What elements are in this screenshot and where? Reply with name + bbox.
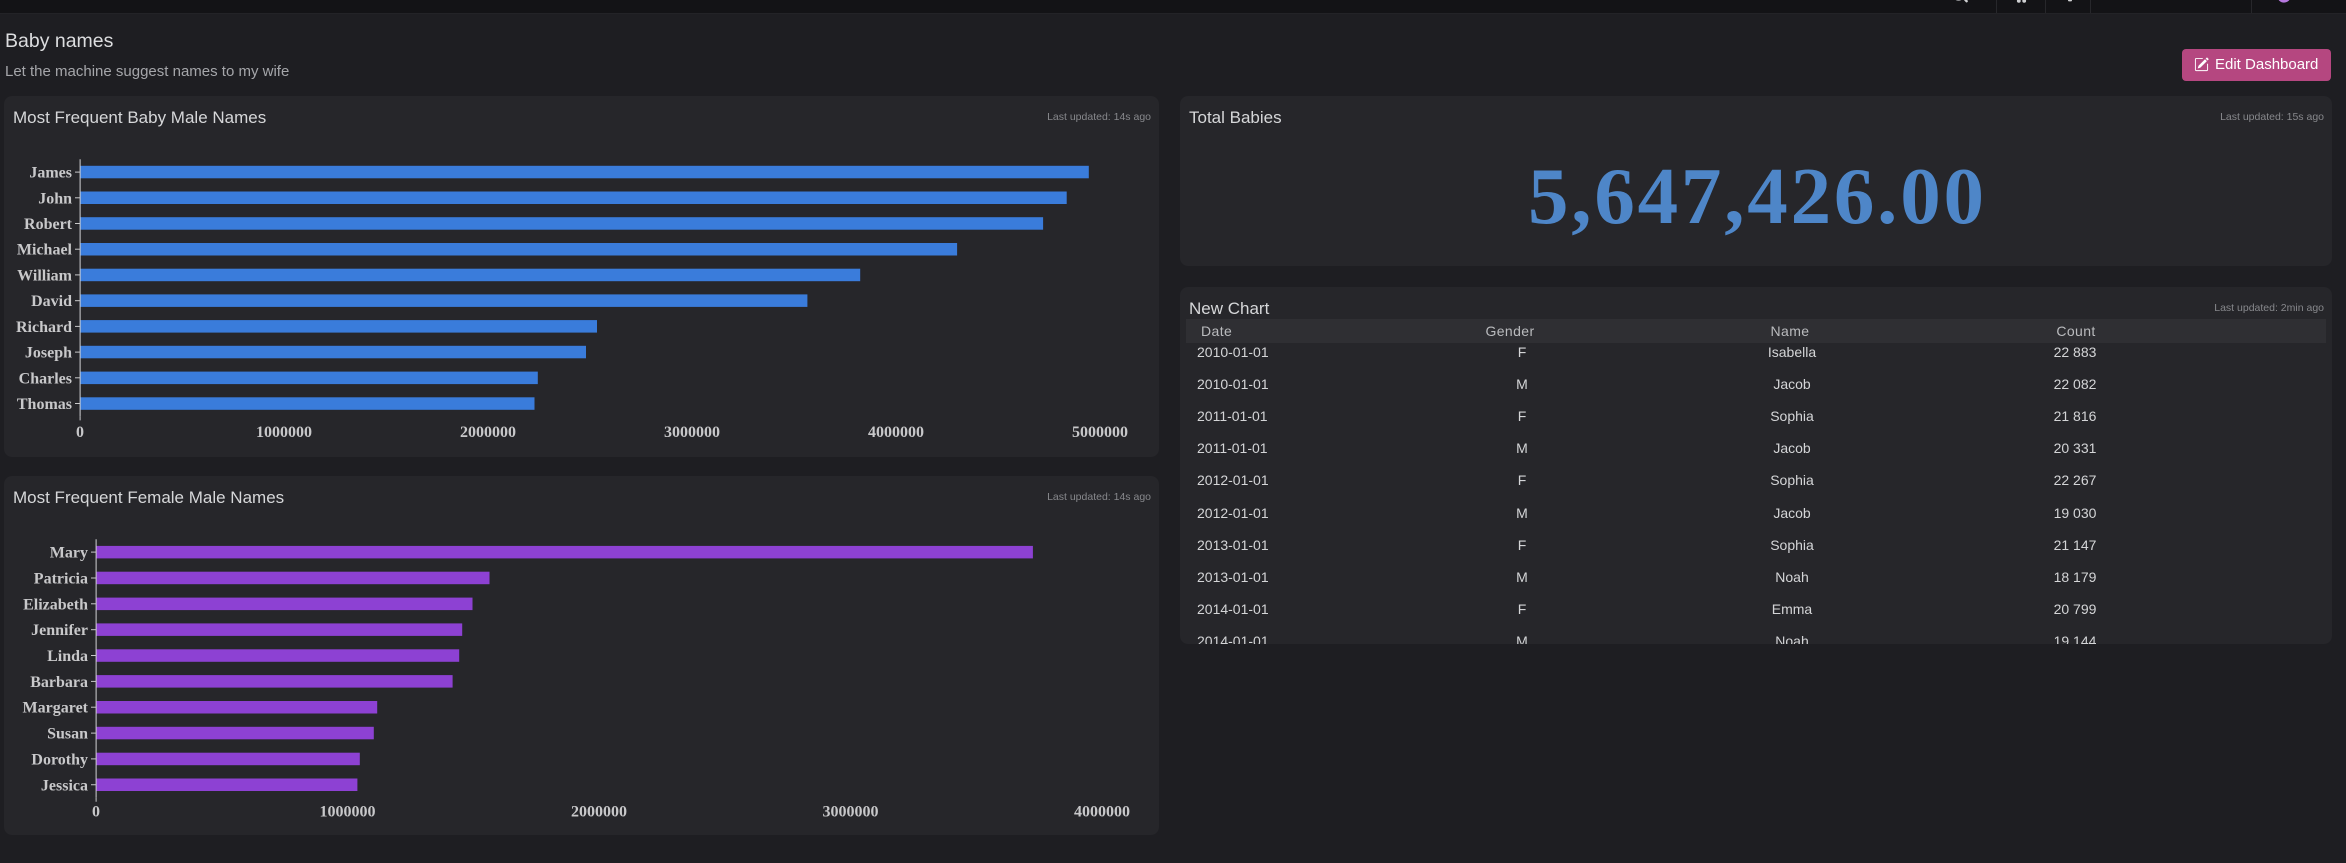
svg-text:4000000: 4000000 [868, 424, 924, 441]
svg-text:Dorothy: Dorothy [31, 751, 88, 768]
svg-text:Michael: Michael [17, 242, 73, 259]
svg-text:Linda: Linda [47, 648, 88, 665]
svg-text:Charles: Charles [19, 370, 72, 387]
svg-text:1000000: 1000000 [256, 424, 312, 441]
svg-text:William: William [17, 267, 72, 284]
svg-text:0: 0 [92, 804, 100, 821]
svg-text:David: David [31, 293, 72, 310]
svg-text:Jessica: Jessica [41, 777, 88, 794]
svg-text:4000000: 4000000 [1074, 804, 1130, 821]
svg-text:Thomas: Thomas [17, 396, 72, 413]
svg-text:2000000: 2000000 [571, 804, 627, 821]
svg-text:Patricia: Patricia [34, 571, 88, 588]
svg-text:Mary: Mary [50, 545, 88, 562]
svg-text:3000000: 3000000 [664, 424, 720, 441]
svg-text:Elizabeth: Elizabeth [23, 596, 88, 613]
svg-text:5000000: 5000000 [1072, 424, 1128, 441]
svg-text:Margaret: Margaret [23, 700, 89, 717]
svg-text:Susan: Susan [47, 726, 88, 743]
svg-text:2000000: 2000000 [460, 424, 516, 441]
svg-text:1000000: 1000000 [320, 804, 376, 821]
svg-text:3000000: 3000000 [823, 804, 879, 821]
svg-text:James: James [29, 165, 72, 182]
svg-text:Jennifer: Jennifer [31, 622, 88, 639]
svg-text:0: 0 [76, 424, 84, 441]
svg-text:Robert: Robert [24, 216, 73, 233]
svg-text:Joseph: Joseph [25, 345, 72, 362]
svg-text:Richard: Richard [16, 319, 72, 336]
svg-text:John: John [38, 190, 72, 207]
svg-text:Barbara: Barbara [30, 674, 88, 691]
